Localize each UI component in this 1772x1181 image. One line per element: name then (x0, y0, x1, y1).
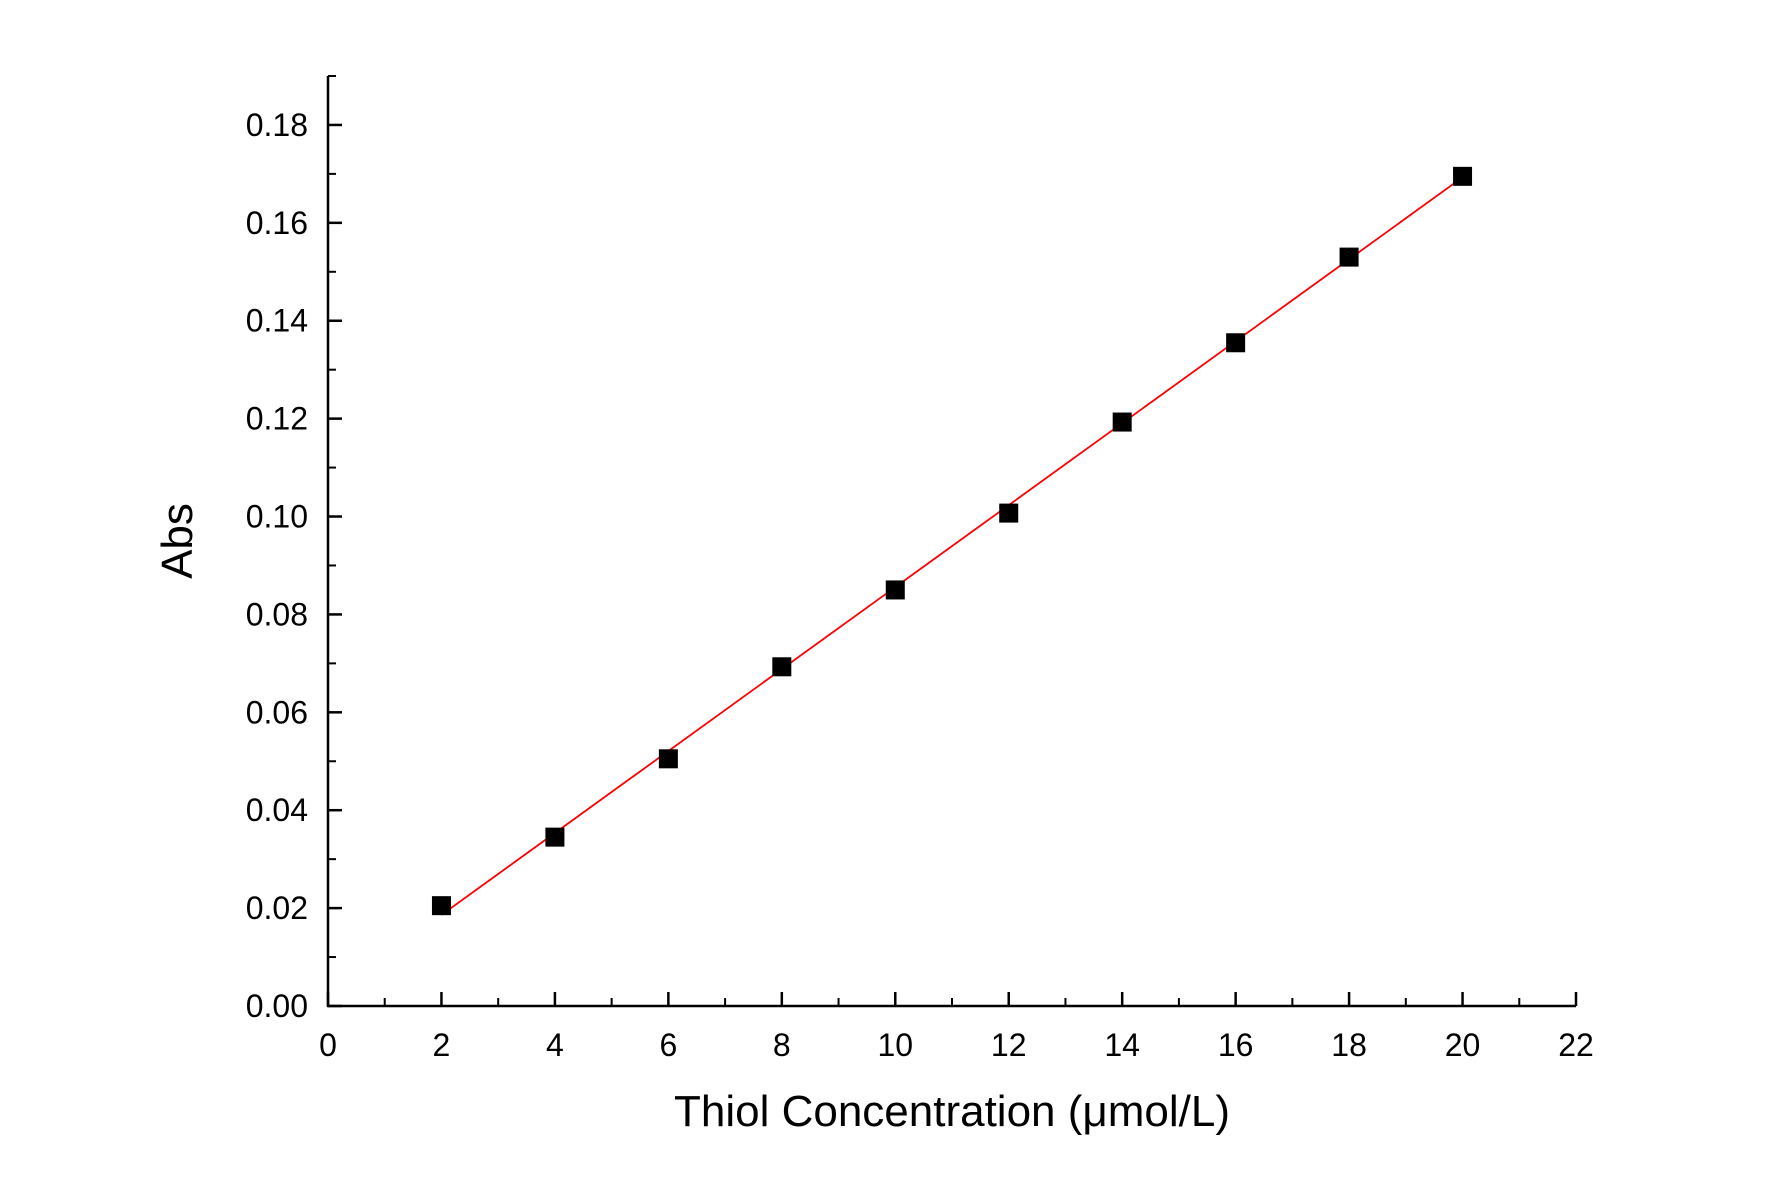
data-points (431, 166, 1473, 916)
x-tick-label: 14 (1104, 1027, 1140, 1063)
data-point (885, 580, 905, 600)
x-tick-label: 16 (1218, 1027, 1254, 1063)
data-point (1453, 166, 1473, 186)
y-tick-label: 0.00 (246, 988, 308, 1024)
y-tick-label: 0.14 (246, 303, 308, 339)
x-tick-label: 6 (659, 1027, 677, 1063)
data-point (772, 657, 792, 677)
y-axis-title: Abs (153, 503, 202, 579)
y-tick-label: 0.16 (246, 205, 308, 241)
y-tick-label: 0.18 (246, 107, 308, 143)
x-tick-label: 18 (1331, 1027, 1367, 1063)
data-point (999, 503, 1019, 523)
x-tick-label: 0 (319, 1027, 337, 1063)
x-tick-label: 2 (433, 1027, 451, 1063)
linear-fit-line (440, 176, 1464, 916)
y-tick-label: 0.04 (246, 792, 308, 828)
data-point (1339, 247, 1359, 267)
y-tick-label: 0.06 (246, 694, 308, 730)
y-tick-label: 0.08 (246, 596, 308, 632)
x-tick-label: 12 (991, 1027, 1027, 1063)
x-tick-label: 22 (1558, 1027, 1594, 1063)
data-point (431, 896, 451, 916)
fit-line-layer (440, 176, 1464, 916)
data-point (1226, 333, 1246, 353)
y-tick-label: 0.10 (246, 499, 308, 535)
x-tick-label: 10 (877, 1027, 913, 1063)
x-tick-label: 20 (1445, 1027, 1481, 1063)
x-axis-title: Thiol Concentration (μmol/L) (674, 1087, 1230, 1136)
data-point (545, 827, 565, 847)
data-point (658, 749, 678, 769)
y-tick-label: 0.12 (246, 401, 308, 437)
x-tick-label: 8 (773, 1027, 791, 1063)
data-point (1112, 412, 1132, 432)
y-tick-label: 0.02 (246, 890, 308, 926)
x-tick-label: 4 (546, 1027, 564, 1063)
axes: 0 2 4 6 8 10 12 14 16 18 20 22 0.00 0.02 0.04 0.06 0.08 0… (246, 75, 1594, 1063)
